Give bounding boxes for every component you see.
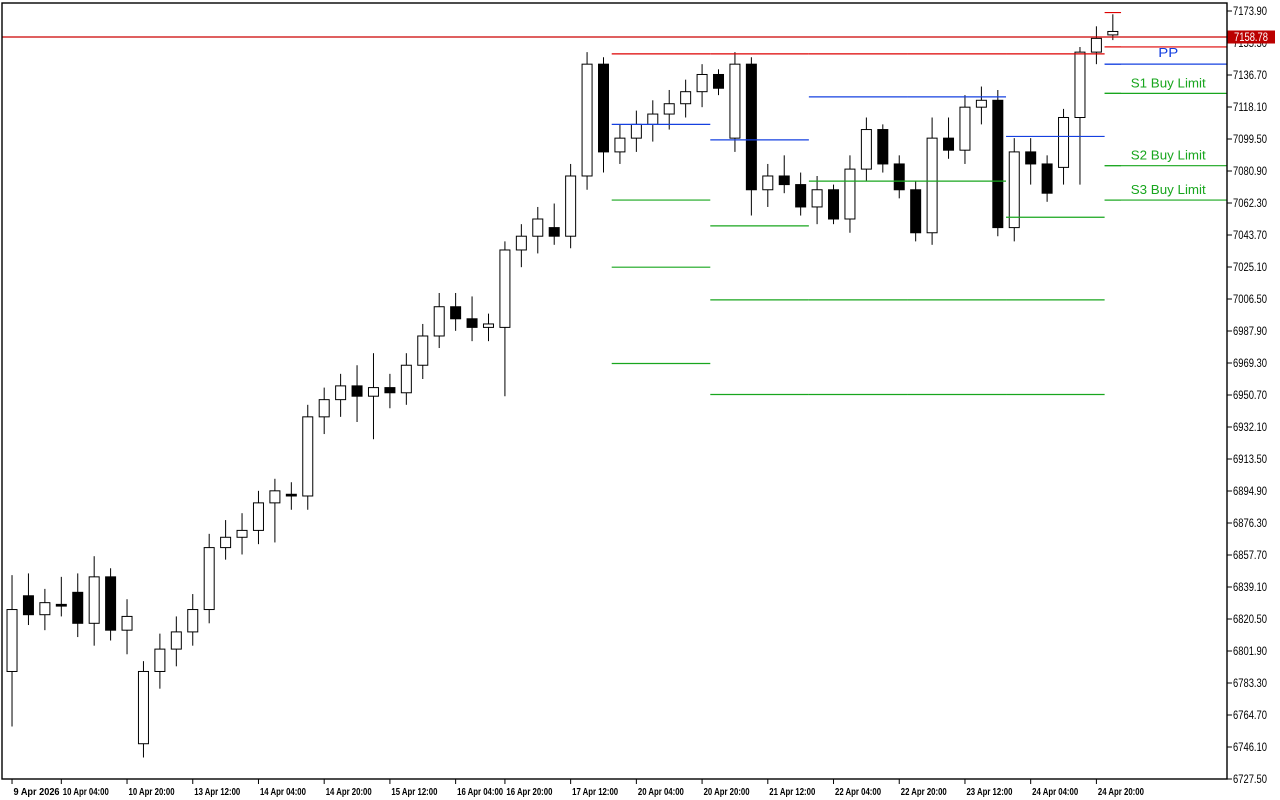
- svg-text:24 Apr 04:00: 24 Apr 04:00: [1032, 786, 1078, 798]
- svg-text:6913.50: 6913.50: [1233, 454, 1267, 466]
- svg-text:6894.90: 6894.90: [1233, 486, 1267, 498]
- svg-text:10 Apr 20:00: 10 Apr 20:00: [129, 786, 175, 798]
- svg-text:16 Apr 20:00: 16 Apr 20:00: [506, 786, 552, 798]
- svg-text:13 Apr 12:00: 13 Apr 12:00: [194, 786, 240, 798]
- svg-text:7006.50: 7006.50: [1233, 294, 1267, 306]
- svg-text:6801.90: 6801.90: [1233, 646, 1267, 658]
- svg-text:7173.90: 7173.90: [1233, 6, 1267, 18]
- svg-text:21 Apr 12:00: 21 Apr 12:00: [769, 786, 815, 798]
- svg-text:7118.10: 7118.10: [1233, 102, 1267, 114]
- svg-text:17 Apr 12:00: 17 Apr 12:00: [572, 786, 618, 798]
- svg-text:7025.10: 7025.10: [1233, 262, 1267, 274]
- svg-text:6950.70: 6950.70: [1233, 390, 1267, 402]
- svg-text:6820.50: 6820.50: [1233, 614, 1267, 626]
- svg-text:6727.50: 6727.50: [1233, 774, 1267, 786]
- svg-text:7136.70: 7136.70: [1233, 70, 1267, 82]
- svg-text:6932.10: 6932.10: [1233, 422, 1267, 434]
- svg-text:7099.50: 7099.50: [1233, 134, 1267, 146]
- svg-text:6783.30: 6783.30: [1233, 678, 1267, 690]
- svg-text:6876.30: 6876.30: [1233, 518, 1267, 530]
- svg-text:6746.10: 6746.10: [1233, 742, 1267, 754]
- svg-text:S1 Buy Limit: S1 Buy Limit: [1131, 75, 1206, 90]
- svg-text:15 Apr 12:00: 15 Apr 12:00: [391, 786, 437, 798]
- svg-text:24 Apr 20:00: 24 Apr 20:00: [1098, 786, 1144, 798]
- svg-text:10 Apr 04:00: 10 Apr 04:00: [63, 786, 109, 798]
- svg-text:6839.10: 6839.10: [1233, 582, 1267, 594]
- svg-text:7062.30: 7062.30: [1233, 198, 1267, 210]
- svg-text:16 Apr 04:00: 16 Apr 04:00: [457, 786, 503, 798]
- svg-text:6764.70: 6764.70: [1233, 710, 1267, 722]
- svg-text:20 Apr 04:00: 20 Apr 04:00: [638, 786, 684, 798]
- svg-text:6857.70: 6857.70: [1233, 550, 1267, 562]
- svg-text:14 Apr 20:00: 14 Apr 20:00: [326, 786, 372, 798]
- svg-text:7158.78: 7158.78: [1234, 32, 1268, 44]
- svg-text:20 Apr 20:00: 20 Apr 20:00: [704, 786, 750, 798]
- svg-text:9 Apr 2026: 9 Apr 2026: [14, 786, 60, 798]
- svg-text:7043.70: 7043.70: [1233, 230, 1267, 242]
- svg-text:22 Apr 20:00: 22 Apr 20:00: [901, 786, 947, 798]
- svg-text:7080.90: 7080.90: [1233, 166, 1267, 178]
- svg-text:23 Apr 12:00: 23 Apr 12:00: [966, 786, 1012, 798]
- svg-text:S2 Buy Limit: S2 Buy Limit: [1131, 148, 1206, 163]
- svg-text:6969.30: 6969.30: [1233, 358, 1267, 370]
- svg-text:14 Apr 04:00: 14 Apr 04:00: [260, 786, 306, 798]
- svg-text:6987.90: 6987.90: [1233, 326, 1267, 338]
- svg-text:S3 Buy Limit: S3 Buy Limit: [1131, 182, 1206, 197]
- svg-text:22 Apr 04:00: 22 Apr 04:00: [835, 786, 881, 798]
